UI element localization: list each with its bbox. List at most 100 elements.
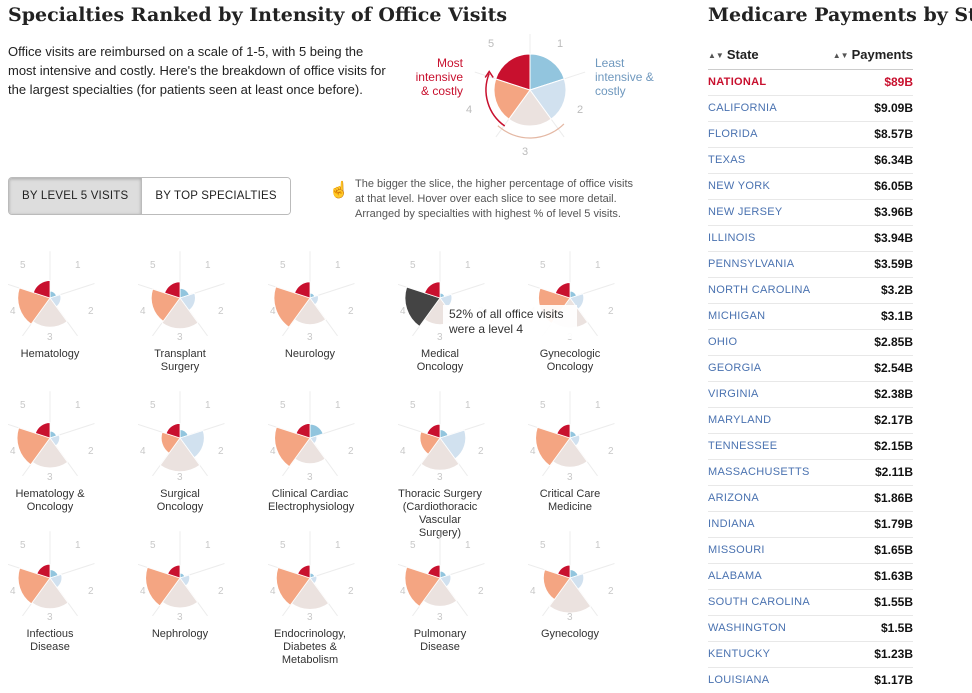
slice-level-4[interactable] — [535, 426, 571, 467]
slice-level-3[interactable] — [32, 297, 68, 328]
state-row[interactable]: TEXAS $6.34B — [708, 147, 913, 173]
slice-level-4[interactable] — [16, 427, 51, 466]
slice-level-5[interactable] — [424, 281, 441, 299]
specialty-chart[interactable]: 5 1 2 3 4 Nephrology — [138, 530, 268, 675]
slice-level-4[interactable] — [17, 287, 51, 325]
state-name[interactable]: TENNESSEE — [708, 440, 778, 452]
specialty-chart[interactable]: 5 1 2 3 4 Hematology — [8, 250, 138, 395]
state-name[interactable]: WASHINGTON — [708, 622, 787, 634]
tab-top-specialties[interactable]: BY TOP SPECIALTIES — [142, 178, 290, 214]
state-row[interactable]: TENNESSEE $2.15B — [708, 433, 913, 459]
slice-level-3[interactable] — [161, 577, 199, 609]
state-name[interactable]: ALABAMA — [708, 570, 763, 582]
slice-level-3[interactable] — [31, 437, 69, 469]
slice-level-5[interactable] — [32, 280, 51, 299]
slice-level-4[interactable] — [273, 286, 311, 328]
state-name[interactable]: FLORIDA — [708, 128, 758, 140]
state-row[interactable]: CALIFORNIA $9.09B — [708, 95, 913, 121]
slice-level-5[interactable] — [426, 423, 441, 439]
state-row[interactable]: MARYLAND $2.17B — [708, 407, 913, 433]
slice-level-4[interactable] — [274, 426, 311, 468]
specialty-chart[interactable]: 5 1 2 3 4 Pulmonary Disease — [398, 530, 528, 675]
state-name[interactable]: CALIFORNIA — [708, 102, 778, 114]
state-row[interactable]: WASHINGTON $1.5B — [708, 615, 913, 641]
state-row[interactable]: ARIZONA $1.86B — [708, 485, 913, 511]
state-name[interactable]: ARIZONA — [708, 492, 759, 504]
state-name[interactable]: GEORGIA — [708, 362, 762, 374]
slice-level-4[interactable] — [543, 569, 571, 601]
slice-level-5[interactable] — [427, 564, 441, 579]
state-row[interactable]: PENNSYLVANIA $3.59B — [708, 251, 913, 277]
state-name[interactable]: MARYLAND — [708, 414, 772, 426]
state-name[interactable]: NORTH CAROLINA — [708, 284, 811, 296]
specialty-chart[interactable]: 5 1 2 3 4 Neurology — [268, 250, 398, 395]
state-row[interactable]: GEORGIA $2.54B — [708, 355, 913, 381]
state-row[interactable]: MASSACHUSETTS $2.11B — [708, 459, 913, 485]
slice-level-4[interactable] — [160, 431, 181, 454]
state-name[interactable]: PENNSYLVANIA — [708, 258, 795, 270]
slice-level-3[interactable] — [552, 437, 588, 468]
specialty-chart[interactable]: 5 1 2 3 4 Gynecology — [528, 530, 658, 675]
state-row[interactable]: NEW JERSEY $3.96B — [708, 199, 913, 225]
specialty-chart[interactable]: 5 1 2 3 4 Thoracic Surgery (Cardiothoracic Va… — [398, 390, 528, 539]
slice-level-3[interactable] — [548, 577, 592, 614]
state-name[interactable]: MICHIGAN — [708, 310, 766, 322]
slice-level-3[interactable] — [159, 437, 201, 472]
state-row[interactable]: SOUTH CAROLINA $1.55B — [708, 589, 913, 615]
state-row[interactable]: KENTUCKY $1.23B — [708, 641, 913, 667]
state-row[interactable]: MISSOURI $1.65B — [708, 537, 913, 563]
state-name[interactable]: NEW JERSEY — [708, 206, 783, 218]
specialty-chart[interactable]: 5 1 2 3 4 Critical Care Medicine — [528, 390, 658, 535]
slice-level-5[interactable] — [165, 423, 181, 439]
state-name[interactable]: INDIANA — [708, 518, 755, 530]
tab-level-5-visits[interactable]: BY LEVEL 5 VISITS — [9, 178, 143, 214]
state-name[interactable]: ILLINOIS — [708, 232, 756, 244]
slice-level-5[interactable] — [167, 564, 181, 579]
slice-level-4[interactable] — [275, 567, 311, 606]
slice-level-5[interactable] — [36, 563, 51, 579]
slice-level-4[interactable] — [150, 288, 181, 322]
slice-level-4[interactable] — [419, 431, 441, 455]
slice-level-3[interactable] — [420, 437, 460, 471]
state-row[interactable]: MICHIGAN $3.1B — [708, 303, 913, 329]
state-name[interactable]: NATIONAL — [708, 76, 767, 88]
slice-level-3[interactable] — [31, 577, 69, 610]
specialty-chart[interactable]: 5 1 2 3 4 Hematology & Oncology — [8, 390, 138, 535]
slice-level-3[interactable] — [290, 577, 330, 610]
state-name[interactable]: TEXAS — [708, 154, 746, 166]
sort-state-header[interactable]: ▲▼ State — [708, 47, 759, 62]
slice-level-5[interactable] — [556, 423, 571, 439]
slice-level-4[interactable] — [404, 286, 441, 327]
national-row[interactable]: NATIONAL $89B — [708, 69, 913, 95]
state-row[interactable]: FLORIDA $8.57B — [708, 121, 913, 147]
slice-level-5[interactable] — [295, 423, 311, 439]
sort-payments-header[interactable]: ▲▼ Payments — [833, 47, 913, 62]
slice-level-5[interactable] — [164, 281, 181, 299]
specialty-chart[interactable]: 5 1 2 3 4 Infectious Disease — [8, 530, 138, 675]
state-name[interactable]: LOUISIANA — [708, 674, 770, 686]
slice-level-3[interactable] — [422, 577, 458, 607]
specialty-chart[interactable]: 5 1 2 3 4 Transplant Surgery — [138, 250, 268, 395]
state-row[interactable]: INDIANA $1.79B — [708, 511, 913, 537]
slice-level-4[interactable] — [404, 566, 441, 607]
slice-level-5[interactable] — [294, 281, 311, 299]
state-row[interactable]: ILLINOIS $3.94B — [708, 225, 913, 251]
state-name[interactable]: OHIO — [708, 336, 738, 348]
slice-level-5[interactable] — [34, 422, 51, 439]
state-row[interactable]: ALABAMA $1.63B — [708, 563, 913, 589]
slice-level-4[interactable] — [145, 566, 181, 607]
slice-level-3[interactable] — [161, 297, 199, 330]
state-name[interactable]: VIRGINIA — [708, 388, 759, 400]
slice-level-4[interactable] — [17, 567, 51, 605]
specialty-chart[interactable]: 5 1 2 3 4 Surgical Oncology — [138, 390, 268, 535]
state-row[interactable]: OHIO $2.85B — [708, 329, 913, 355]
state-name[interactable]: MASSACHUSETTS — [708, 466, 810, 478]
slice-level-5[interactable] — [297, 564, 311, 579]
slice-level-5[interactable] — [554, 282, 571, 299]
state-name[interactable]: NEW YORK — [708, 180, 771, 192]
state-row[interactable]: NEW YORK $6.05B — [708, 173, 913, 199]
slice-level-5[interactable] — [557, 564, 571, 579]
state-name[interactable]: MISSOURI — [708, 544, 765, 556]
state-name[interactable]: SOUTH CAROLINA — [708, 596, 810, 608]
state-row[interactable]: VIRGINIA $2.38B — [708, 381, 913, 407]
